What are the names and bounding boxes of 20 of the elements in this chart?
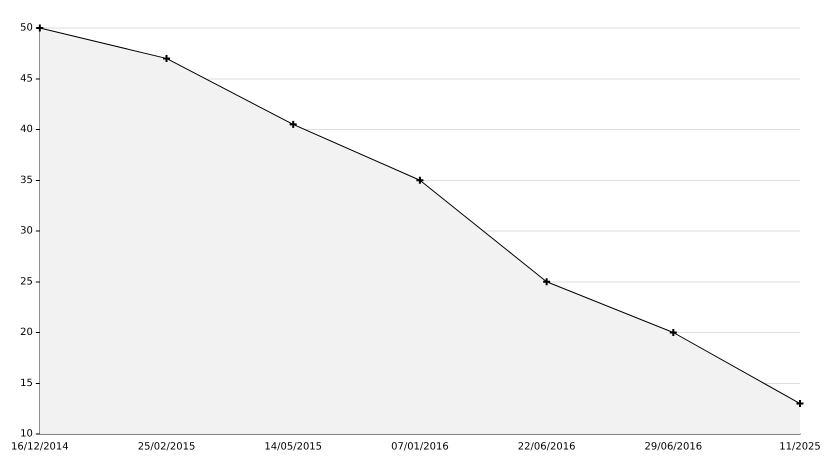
x-tick-label: 16/12/2014 <box>11 442 69 453</box>
x-tick-label: 29/06/2016 <box>644 442 702 453</box>
y-tick-label: 40 <box>20 124 33 136</box>
y-tick-label: 10 <box>20 428 33 440</box>
x-tick-label: 07/01/2016 <box>391 442 449 453</box>
point <box>542 277 552 286</box>
point <box>415 176 424 185</box>
y-tick-label: 25 <box>20 276 33 288</box>
point <box>288 120 298 129</box>
x-tick-label: 11/2025 <box>779 442 821 453</box>
x-tick-label: 14/05/2015 <box>264 442 322 453</box>
y-tick-label: 30 <box>20 226 33 237</box>
point <box>668 328 678 337</box>
y-tick-label: 45 <box>20 73 33 84</box>
y-tick-label: 20 <box>20 327 33 338</box>
x-tick-label: 25/02/2015 <box>138 442 196 453</box>
y-tick-label: 50 <box>20 22 33 34</box>
y-tick-label: 15 <box>20 378 33 389</box>
x-tick-label: 22/06/2016 <box>518 442 576 453</box>
y-tick-label: 35 <box>20 174 33 186</box>
